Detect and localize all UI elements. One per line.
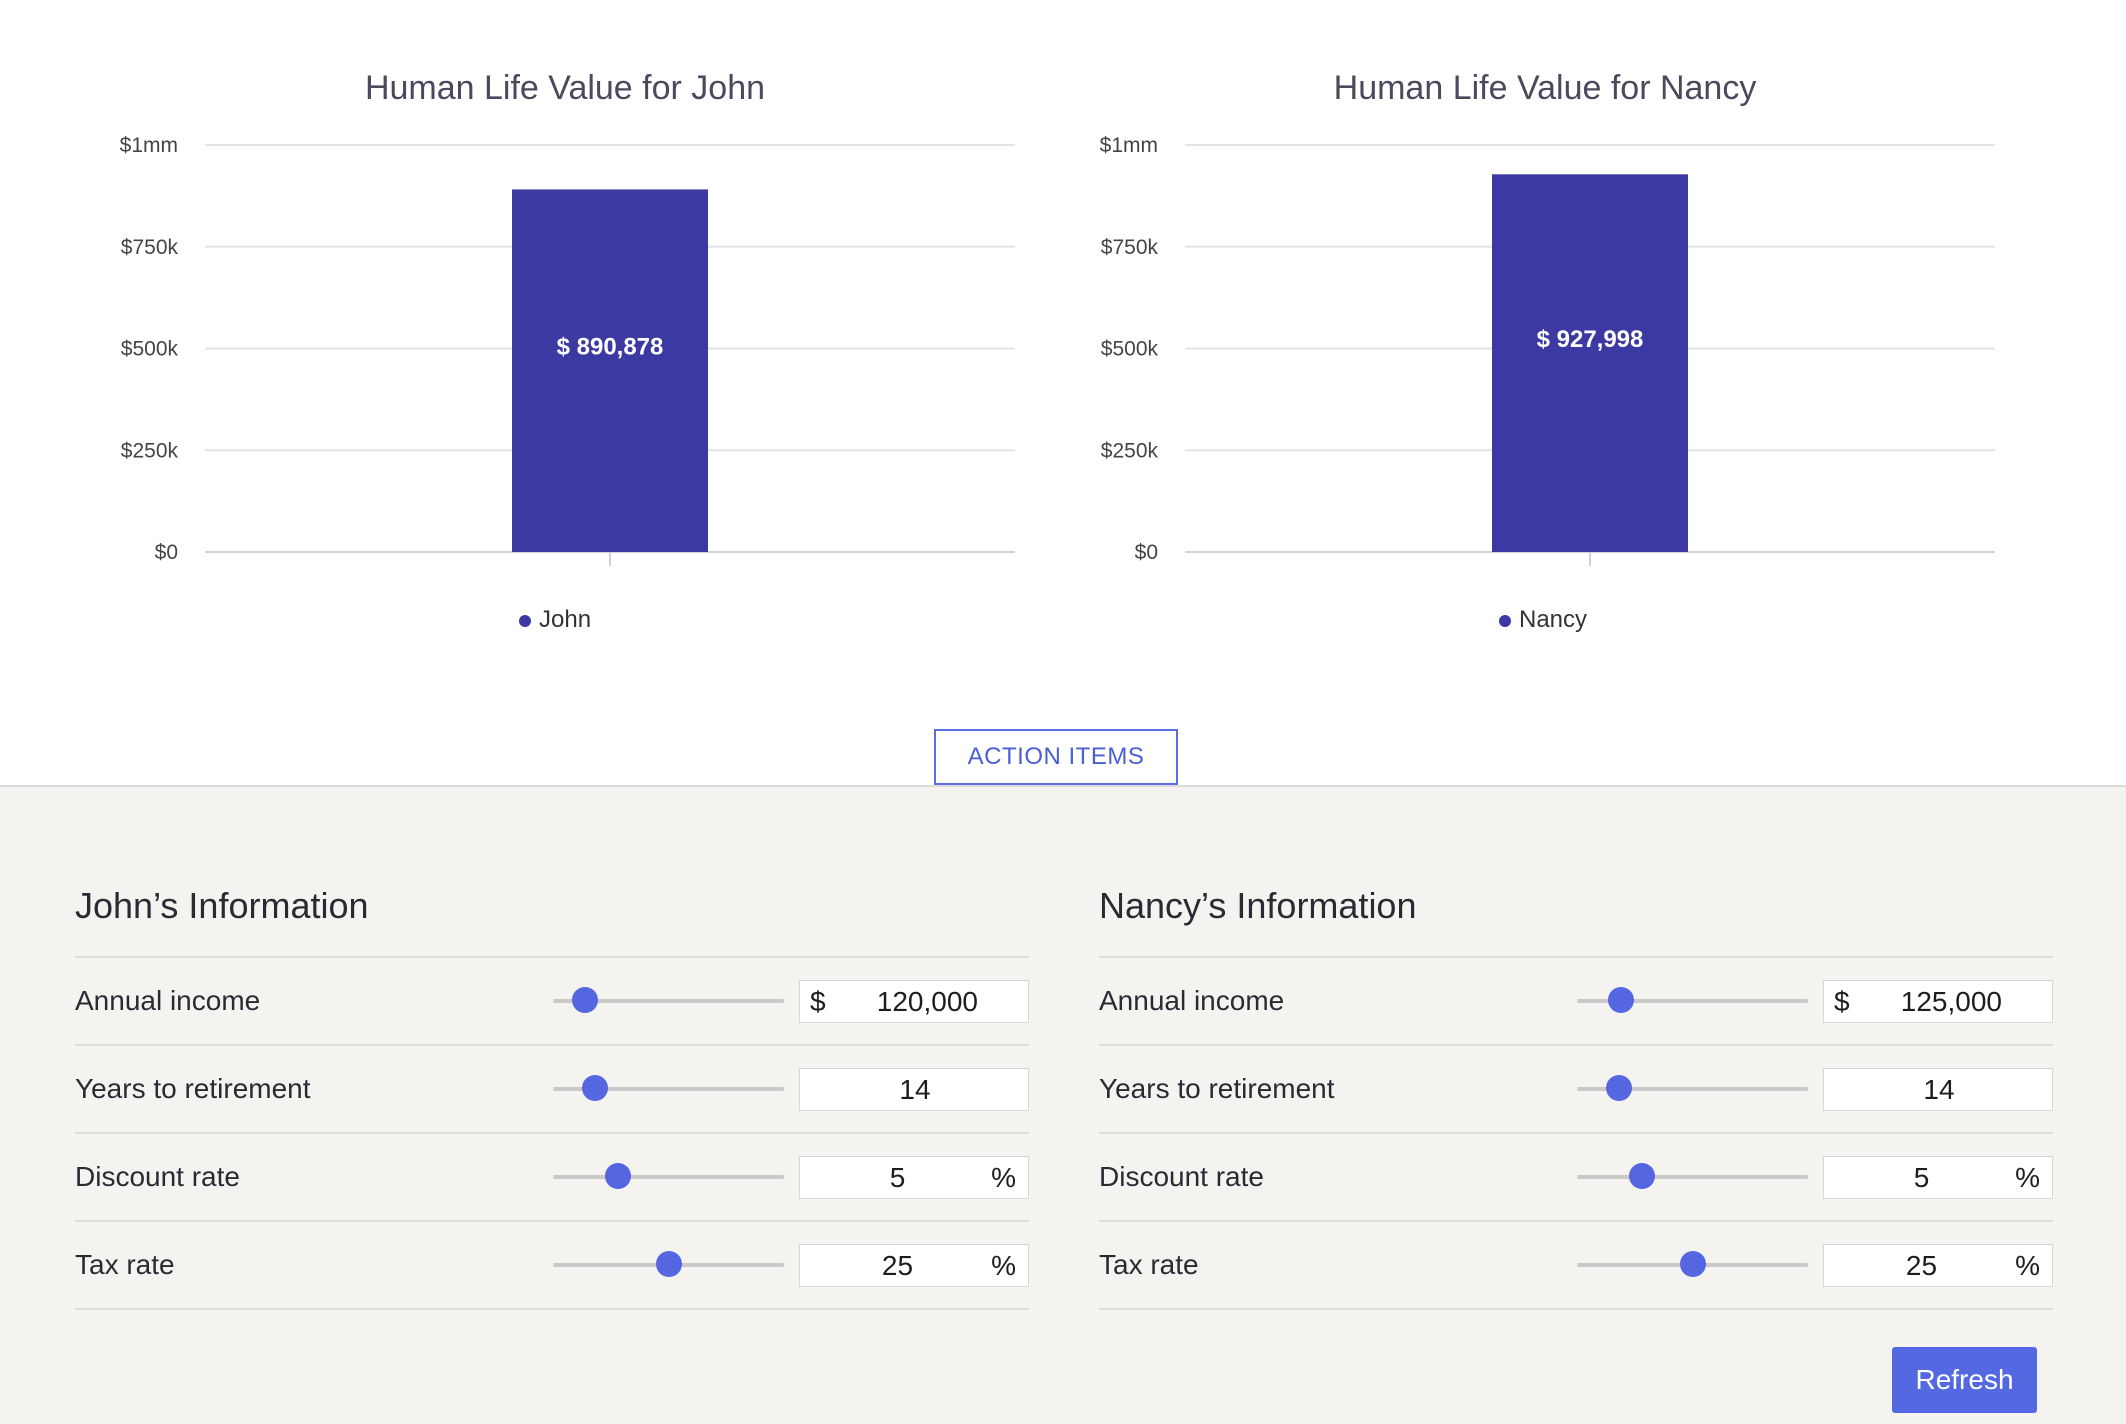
tax-rate-slider[interactable] xyxy=(553,1251,784,1277)
nancy-hlv-chart: Human Life Value for Nancy $0 $250k $500k $7… xyxy=(1100,69,1995,633)
years-to-retirement-slider[interactable] xyxy=(553,1075,784,1101)
slider-thumb[interactable] xyxy=(604,1163,631,1189)
row-label: Tax rate xyxy=(75,1249,175,1280)
y-tick-label: $250k xyxy=(1101,439,1159,462)
y-tick-label: $0 xyxy=(1135,541,1158,564)
refresh-button[interactable]: Refresh xyxy=(1892,1347,2037,1413)
annual-income-row: Annual income $ 125,000 xyxy=(1099,958,2053,1046)
percent-suffix: % xyxy=(2015,1250,2040,1281)
panel-title: Nancy’s Information xyxy=(1099,885,2053,958)
currency-prefix: $ xyxy=(1834,986,1850,1017)
field-value[interactable]: 14 xyxy=(1923,1074,1955,1105)
slider-thumb[interactable] xyxy=(1607,987,1634,1013)
bar-data-label: $ 927,998 xyxy=(1537,326,1644,353)
slider-thumb[interactable] xyxy=(1679,1251,1706,1277)
y-tick-label: $1mm xyxy=(1100,134,1158,157)
years-to-retirement-slider[interactable] xyxy=(1577,1075,1808,1101)
tax-rate-slider[interactable] xyxy=(1577,1251,1808,1277)
discount-rate-input[interactable]: 5 % xyxy=(1823,1156,2053,1199)
legend-marker xyxy=(1499,615,1511,627)
panel-title: John’s Information xyxy=(75,885,1029,958)
legend-label: John xyxy=(539,606,591,633)
discount-rate-slider[interactable] xyxy=(553,1163,784,1189)
field-value[interactable]: 25 xyxy=(881,1250,914,1281)
john-information-panel: John’s Information Annual income $ 120,0… xyxy=(75,885,1029,1310)
charts-section: Human Life Value for John $0 $250k $500k $75… xyxy=(119,69,1995,633)
row-label: Discount rate xyxy=(75,1161,240,1192)
row-label: Discount rate xyxy=(1099,1161,1264,1192)
field-value[interactable]: 5 xyxy=(889,1162,906,1193)
chart-title: Human Life Value for Nancy xyxy=(1334,69,1757,107)
row-label: Years to retirement xyxy=(75,1073,311,1104)
percent-suffix: % xyxy=(991,1250,1016,1281)
y-tick-label: $750k xyxy=(121,236,179,259)
annual-income-input[interactable]: $ 125,000 xyxy=(1823,980,2053,1023)
tax-rate-row: Tax rate 25 % xyxy=(75,1222,1029,1310)
tax-rate-input[interactable]: 25 % xyxy=(1823,1244,2053,1287)
row-label: Tax rate xyxy=(1099,1249,1199,1280)
row-label: Annual income xyxy=(75,985,261,1016)
y-tick-label: $1mm xyxy=(120,134,178,157)
discount-rate-row: Discount rate 5 % xyxy=(1099,1134,2053,1222)
annual-income-input[interactable]: $ 120,000 xyxy=(799,980,1029,1023)
discount-rate-row: Discount rate 5 % xyxy=(75,1134,1029,1222)
annual-income-slider[interactable] xyxy=(1577,987,1808,1013)
slider-thumb[interactable] xyxy=(1605,1075,1632,1101)
field-value[interactable]: 125,000 xyxy=(1900,986,2002,1017)
action-items-button[interactable]: ACTION ITEMS xyxy=(934,729,1178,785)
bar xyxy=(1492,174,1688,552)
years-to-retirement-input[interactable]: 14 xyxy=(1823,1068,2053,1111)
row-label: Annual income xyxy=(1099,985,1285,1016)
percent-suffix: % xyxy=(991,1162,1016,1193)
discount-rate-slider[interactable] xyxy=(1577,1163,1808,1189)
bar-data-label: $ 890,878 xyxy=(557,334,664,361)
slider-thumb[interactable] xyxy=(1628,1163,1655,1189)
years-to-retirement-row: Years to retirement 14 xyxy=(75,1046,1029,1134)
y-tick-label: $250k xyxy=(121,439,179,462)
y-tick-label: $500k xyxy=(1101,338,1159,361)
years-to-retirement-row: Years to retirement 14 xyxy=(1099,1046,2053,1134)
field-value[interactable]: 14 xyxy=(899,1074,931,1105)
field-value[interactable]: 120,000 xyxy=(876,986,978,1017)
information-section: John’s Information Annual income $ 120,0… xyxy=(0,785,2126,1424)
legend-marker xyxy=(519,615,531,627)
currency-prefix: $ xyxy=(810,986,826,1017)
bar xyxy=(512,189,708,552)
y-tick-label: $500k xyxy=(121,338,179,361)
legend-label: Nancy xyxy=(1519,606,1587,633)
years-to-retirement-input[interactable]: 14 xyxy=(799,1068,1029,1111)
annual-income-row: Annual income $ 120,000 xyxy=(75,958,1029,1046)
field-value[interactable]: 25 xyxy=(1905,1250,1938,1281)
y-tick-label: $0 xyxy=(155,541,178,564)
slider-thumb[interactable] xyxy=(581,1075,608,1101)
john-hlv-chart: Human Life Value for John $0 $250k $500k $75… xyxy=(120,69,1015,633)
slider-thumb[interactable] xyxy=(655,1251,682,1277)
annual-income-slider[interactable] xyxy=(553,987,784,1013)
y-tick-label: $750k xyxy=(1101,236,1159,259)
nancy-information-panel: Nancy’s Information Annual income $ 125,… xyxy=(1099,885,2053,1310)
percent-suffix: % xyxy=(2015,1162,2040,1193)
tax-rate-row: Tax rate 25 % xyxy=(1099,1222,2053,1310)
row-label: Years to retirement xyxy=(1099,1073,1335,1104)
discount-rate-input[interactable]: 5 % xyxy=(799,1156,1029,1199)
slider-thumb[interactable] xyxy=(572,987,599,1013)
tax-rate-input[interactable]: 25 % xyxy=(799,1244,1029,1287)
chart-title: Human Life Value for John xyxy=(365,69,765,107)
field-value[interactable]: 5 xyxy=(1913,1162,1930,1193)
